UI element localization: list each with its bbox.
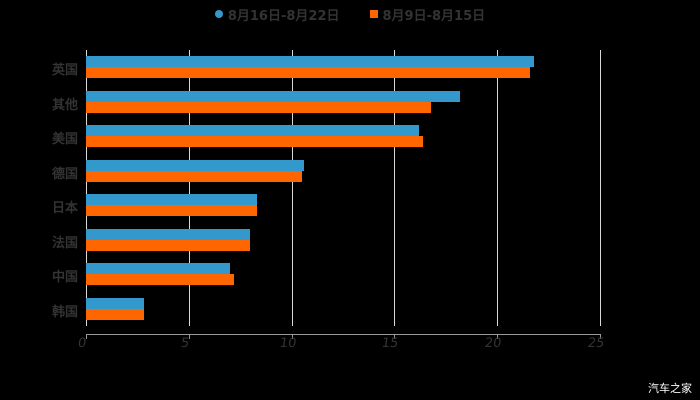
bar-1[interactable]: [86, 194, 257, 205]
x-tick: [189, 334, 190, 339]
y-category-label: 法国: [51, 235, 78, 251]
x-tick-label: 0: [76, 336, 88, 351]
watermark: 汽车之家: [648, 382, 692, 395]
x-axis-line: [86, 334, 600, 335]
gridline: [497, 50, 498, 326]
bar-2[interactable]: [86, 239, 250, 251]
bar-1[interactable]: [86, 228, 250, 240]
bar-1[interactable]: [86, 90, 460, 102]
bar-2[interactable]: [86, 274, 234, 285]
gridline: [292, 50, 293, 326]
x-tick: [86, 334, 87, 339]
gridline: [394, 50, 395, 326]
chart-legend: 8月16日-8月22日 8月9日-8月15日: [0, 4, 700, 24]
legend-item-series2[interactable]: 8月9日-8月15日: [369, 5, 486, 24]
legend-label-series1: 8月16日-8月22日: [227, 8, 340, 24]
x-tick: [292, 334, 293, 339]
bar-2[interactable]: [86, 205, 257, 216]
legend-square-icon: [369, 10, 378, 18]
y-category-label: 其他: [51, 97, 78, 113]
x-tick-label: 10: [278, 336, 298, 351]
bar-1[interactable]: [86, 297, 144, 309]
bar-2[interactable]: [86, 170, 302, 182]
bar-2[interactable]: [86, 136, 423, 147]
bar-1[interactable]: [86, 159, 304, 171]
legend-dot-icon: [214, 10, 223, 18]
y-category-label: 德国: [51, 166, 78, 182]
bar-1[interactable]: [86, 125, 419, 136]
x-tick-label: 25: [586, 336, 606, 351]
plot-area: [86, 50, 601, 326]
legend-label-series2: 8月9日-8月15日: [382, 8, 486, 24]
x-tick-label: 5: [179, 336, 191, 351]
y-category-label: 英国: [51, 63, 78, 78]
bar-2[interactable]: [86, 308, 144, 320]
y-category-label: 中国: [51, 270, 78, 285]
x-tick: [600, 334, 601, 339]
gridline: [600, 50, 601, 326]
bar-2[interactable]: [86, 67, 530, 78]
gridline: [86, 50, 87, 326]
y-category-label: 韩国: [51, 304, 78, 320]
x-tick: [394, 334, 395, 339]
x-tick-label: 20: [483, 336, 503, 351]
y-category-label: 美国: [51, 132, 78, 147]
legend-item-series1[interactable]: 8月16日-8月22日: [214, 5, 340, 24]
bar-1[interactable]: [86, 263, 230, 274]
gridline: [189, 50, 190, 326]
x-tick-label: 15: [380, 336, 400, 351]
y-category-label: 日本: [51, 201, 78, 216]
bar-2[interactable]: [86, 101, 431, 113]
bar-1[interactable]: [86, 56, 534, 67]
x-tick: [497, 334, 498, 339]
